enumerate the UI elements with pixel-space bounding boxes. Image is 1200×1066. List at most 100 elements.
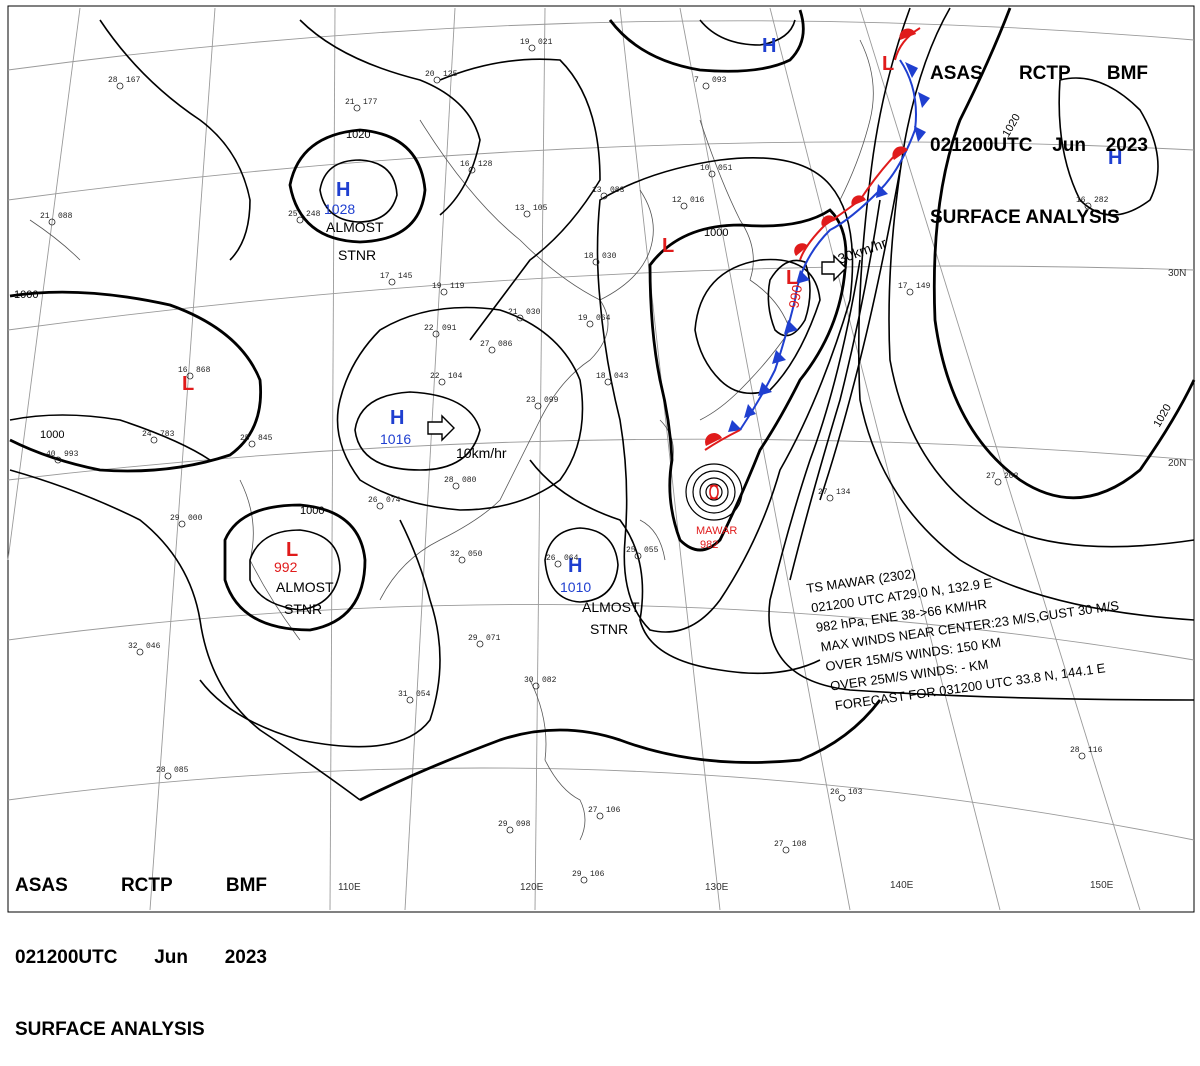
station-plot: 13 083 bbox=[592, 186, 625, 200]
station-pressure: 125 bbox=[443, 70, 458, 79]
lat-label: 20N bbox=[1168, 458, 1186, 469]
station-circle-icon bbox=[826, 494, 834, 502]
isobar-label: 1020 bbox=[346, 129, 370, 141]
station-temperature: 13 bbox=[515, 204, 525, 213]
station-pressure: 064 bbox=[564, 554, 579, 563]
title-station: RCTP bbox=[120, 875, 173, 896]
station-temperature: 22 bbox=[424, 324, 434, 333]
station-plot: 23 099 bbox=[526, 396, 559, 410]
station-temperature: 26 bbox=[368, 496, 378, 505]
station-pressure: 119 bbox=[450, 282, 465, 291]
station-circle-icon bbox=[523, 210, 531, 218]
station-circle-icon bbox=[488, 346, 496, 354]
station-pressure: 783 bbox=[160, 430, 175, 439]
cold-front bbox=[728, 59, 930, 432]
title-month: Jun bbox=[1052, 135, 1086, 156]
station-temperature: 24 bbox=[142, 430, 152, 439]
station-pressure: 203 bbox=[1004, 472, 1019, 481]
station-pressure: 000 bbox=[188, 514, 203, 523]
station-circle-icon bbox=[516, 314, 524, 322]
station-plot: 16 282 bbox=[1076, 196, 1109, 210]
station-pressure: 845 bbox=[258, 434, 273, 443]
lat-label: 30N bbox=[1168, 268, 1186, 279]
title-product: ASAS bbox=[930, 63, 983, 84]
high-symbol: H bbox=[390, 407, 404, 429]
title-year: 2023 bbox=[1105, 135, 1148, 156]
station-temperature: 10 bbox=[700, 164, 710, 173]
high-pressure-value: 1016 bbox=[380, 431, 411, 447]
title-time: 021200UTC bbox=[15, 947, 118, 968]
high-pressure-value: 1028 bbox=[324, 201, 355, 217]
station-circle-icon bbox=[48, 218, 56, 226]
title-block-bottom: ASAS RCTP BMF 021200UTC Jun 2023 SURFACE… bbox=[15, 826, 267, 1066]
station-circle-icon bbox=[452, 482, 460, 490]
stnr-note: STNR bbox=[284, 601, 322, 617]
station-temperature: 28 bbox=[1070, 746, 1080, 755]
station-plot: 28 167 bbox=[108, 76, 141, 90]
station-circle-icon bbox=[178, 520, 186, 528]
station-pressure: 085 bbox=[174, 766, 189, 775]
high-symbol: H bbox=[568, 555, 582, 577]
station-pressure: 134 bbox=[836, 488, 851, 497]
station-plot: 21 030 bbox=[508, 308, 541, 322]
station-temperature: 29 bbox=[468, 634, 478, 643]
station-plot: 19 064 bbox=[578, 314, 611, 328]
station-circle-icon bbox=[580, 876, 588, 884]
station-temperature: 26 bbox=[830, 788, 840, 797]
station-plot: 22 104 bbox=[430, 372, 463, 386]
station-pressure: 030 bbox=[602, 252, 617, 261]
station-temperature: 21 bbox=[40, 212, 50, 221]
station-temperature: 29 bbox=[170, 514, 180, 523]
station-pressure: 043 bbox=[614, 372, 629, 381]
station-pressure: 046 bbox=[146, 642, 161, 651]
station-circle-icon bbox=[586, 320, 594, 328]
warm-front bbox=[704, 27, 921, 451]
station-temperature: 20 bbox=[425, 70, 435, 79]
station-circle-icon bbox=[604, 378, 612, 386]
low-symbol: L bbox=[786, 267, 798, 289]
station-circle-icon bbox=[406, 696, 414, 704]
station-plot: 26 064 bbox=[546, 554, 579, 568]
motion-speed: 10km/hr bbox=[456, 445, 507, 461]
typhoon-name: MAWAR bbox=[696, 525, 737, 537]
station-plot: 32 050 bbox=[450, 550, 483, 564]
station-circle-icon bbox=[1078, 752, 1086, 760]
station-pressure: 051 bbox=[718, 164, 733, 173]
station-circle-icon bbox=[600, 192, 608, 200]
station-temperature: 21 bbox=[345, 98, 355, 107]
station-plot: 16 128 bbox=[460, 160, 493, 174]
station-plot: 28 080 bbox=[444, 476, 477, 490]
lon-label: 110E bbox=[338, 882, 361, 893]
station-pressure: 093 bbox=[712, 76, 727, 85]
lon-label: 140E bbox=[890, 880, 914, 891]
isobar-label: 1000 bbox=[704, 227, 728, 239]
station-pressure: 071 bbox=[486, 634, 501, 643]
title-station: RCTP bbox=[1018, 63, 1071, 84]
station-temperature: 18 bbox=[584, 252, 594, 261]
station-plot: 25 055 bbox=[626, 546, 659, 560]
station-plot: 13 105 bbox=[515, 204, 548, 218]
station-temperature: 19 bbox=[520, 38, 530, 47]
station-pressure: 128 bbox=[478, 160, 493, 169]
station-plot: 40 993 bbox=[46, 450, 79, 464]
station-temperature: 28 bbox=[444, 476, 454, 485]
station-temperature: 30 bbox=[524, 676, 534, 685]
motion-arrow-icon bbox=[427, 414, 455, 442]
station-temperature: 18 bbox=[596, 372, 606, 381]
stnr-note: ALMOST bbox=[326, 219, 384, 235]
station-temperature: 29 bbox=[572, 870, 582, 879]
station-plot: 27 203 bbox=[986, 472, 1019, 486]
station-plot: 29 106 bbox=[572, 870, 605, 884]
low-symbol: L bbox=[182, 373, 194, 395]
station-plot: 16 868 bbox=[178, 366, 211, 380]
title-time: 021200UTC bbox=[930, 135, 1033, 156]
stnr-note: ALMOST bbox=[276, 579, 334, 595]
coastlines bbox=[29, 39, 874, 841]
station-pressure: 167 bbox=[126, 76, 141, 85]
station-circle-icon bbox=[506, 826, 514, 834]
title-block-top: ASAS RCTP BMF 021200UTC Jun 2023 SURFACE… bbox=[930, 14, 1148, 254]
station-circle-icon bbox=[468, 166, 476, 174]
station-plot: 32 046 bbox=[128, 642, 161, 656]
station-plot: 18 043 bbox=[596, 372, 629, 386]
station-pressure: 074 bbox=[386, 496, 401, 505]
